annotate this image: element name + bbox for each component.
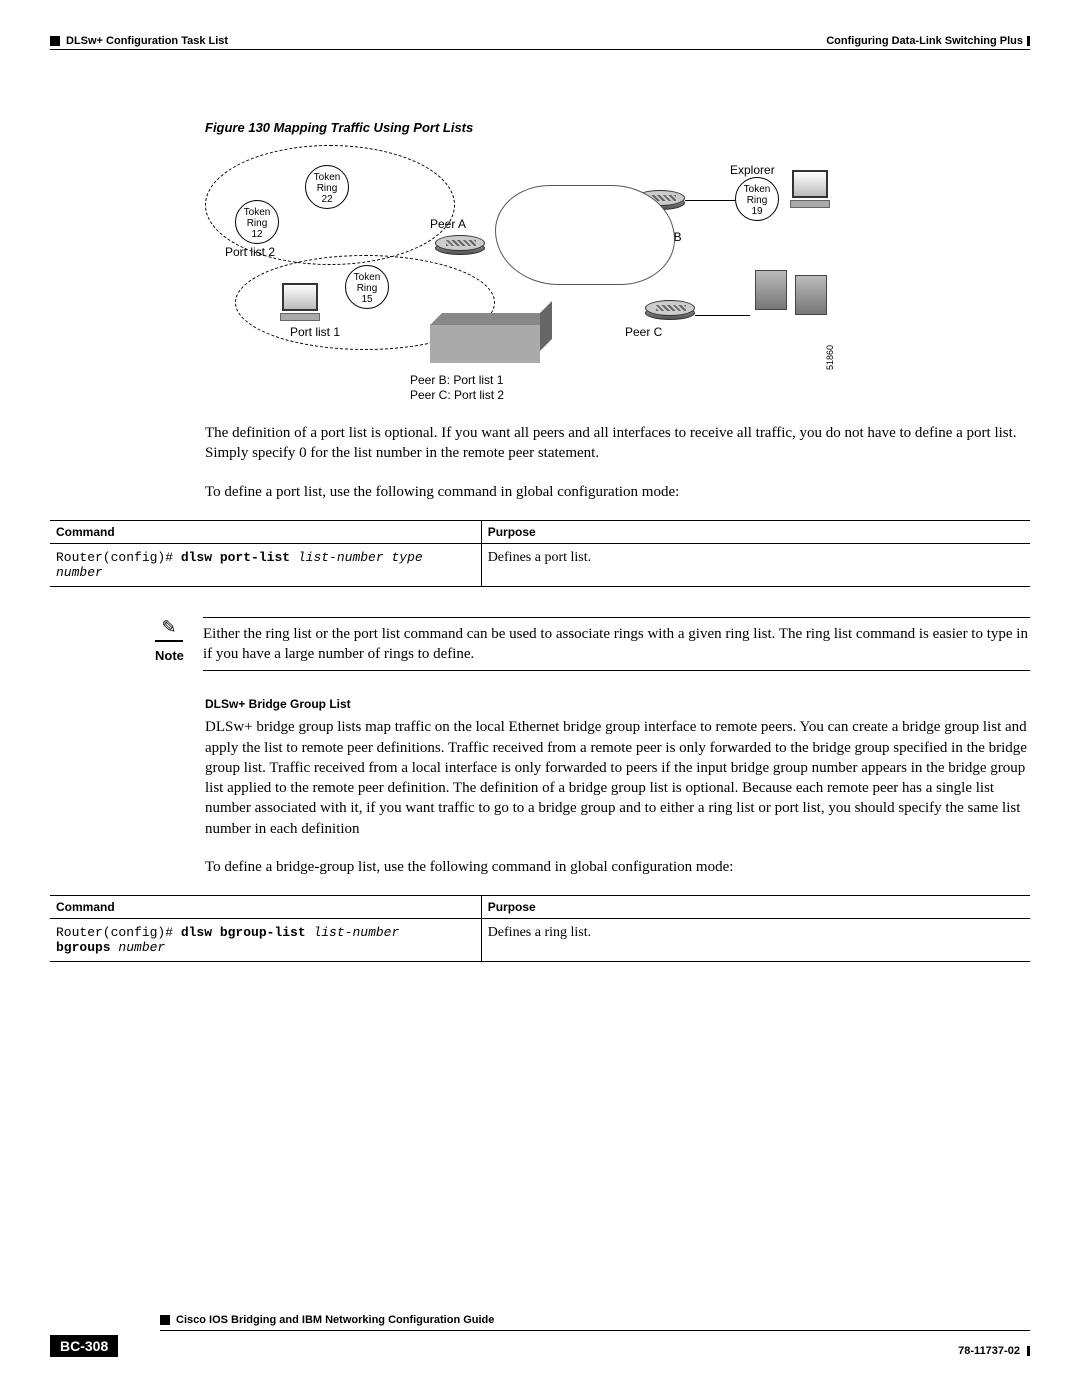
td-command2: Router(config)# dlsw bgroup-list list-nu… <box>50 919 481 962</box>
page-number: BC-308 <box>50 1335 118 1357</box>
note-label: Note <box>155 642 191 663</box>
section2-para1: DLSw+ bridge group lists map traffic on … <box>205 717 1030 839</box>
footer-title: Cisco IOS Bridging and IBM Networking Co… <box>176 1314 494 1326</box>
th-command: Command <box>50 520 481 543</box>
server2 <box>795 275 827 315</box>
cloud <box>495 185 675 285</box>
router-c <box>645 300 695 322</box>
doc-number: 78-11737-02 <box>958 1345 1030 1357</box>
portlist2-label: Port list 2 <box>225 245 275 259</box>
tr22: TokenRing22 <box>305 165 349 209</box>
td-command: Router(config)# dlsw port-list list-numb… <box>50 543 481 586</box>
tr12: TokenRing12 <box>235 200 279 244</box>
pc-left <box>275 283 325 321</box>
router-a <box>435 235 485 257</box>
para1: The definition of a port list is optiona… <box>205 423 1030 464</box>
portlist1-label: Port list 1 <box>290 325 340 339</box>
th-purpose2: Purpose <box>481 896 1030 919</box>
box3d <box>430 325 540 363</box>
note-block: ✎ Note Either the ring list or the port … <box>155 617 1030 672</box>
server1 <box>755 270 787 310</box>
td-purpose: Defines a port list. <box>481 543 1030 586</box>
sub2: Peer C: Port list 2 <box>410 388 504 402</box>
para2: To define a port list, use the following… <box>205 482 1030 502</box>
diagram: TokenRing22 TokenRing12 TokenRing15 Toke… <box>205 145 905 405</box>
th-command2: Command <box>50 896 481 919</box>
section2-para2: To define a bridge-group list, use the f… <box>205 857 1030 877</box>
table1: Command Purpose Router(config)# dlsw por… <box>50 520 1030 587</box>
diag-num: 51860 <box>825 345 835 370</box>
td-purpose2: Defines a ring list. <box>481 919 1030 962</box>
pencil-icon: ✎ <box>155 617 183 642</box>
header-left: DLSw+ Configuration Task List <box>66 35 228 47</box>
sub1: Peer B: Port list 1 <box>410 373 503 387</box>
peerA-label: Peer A <box>430 217 466 231</box>
header: DLSw+ Configuration Task List Configurin… <box>50 35 1030 47</box>
explorer-label: Explorer <box>730 163 775 177</box>
figure-caption: Figure 130 Mapping Traffic Using Port Li… <box>205 120 1030 135</box>
peerC-label: Peer C <box>625 325 662 339</box>
footer: Cisco IOS Bridging and IBM Networking Co… <box>50 1311 1030 1357</box>
page: DLSw+ Configuration Task List Configurin… <box>50 35 1030 1357</box>
section2-head: DLSw+ Bridge Group List <box>205 697 1030 711</box>
table2: Command Purpose Router(config)# dlsw bgr… <box>50 895 1030 962</box>
header-right: Configuring Data-Link Switching Plus <box>826 35 1023 47</box>
tr15: TokenRing15 <box>345 265 389 309</box>
tr19: TokenRing19 <box>735 177 779 221</box>
th-purpose: Purpose <box>481 520 1030 543</box>
pc-right <box>785 170 835 208</box>
note-text: Either the ring list or the port list co… <box>203 617 1030 672</box>
